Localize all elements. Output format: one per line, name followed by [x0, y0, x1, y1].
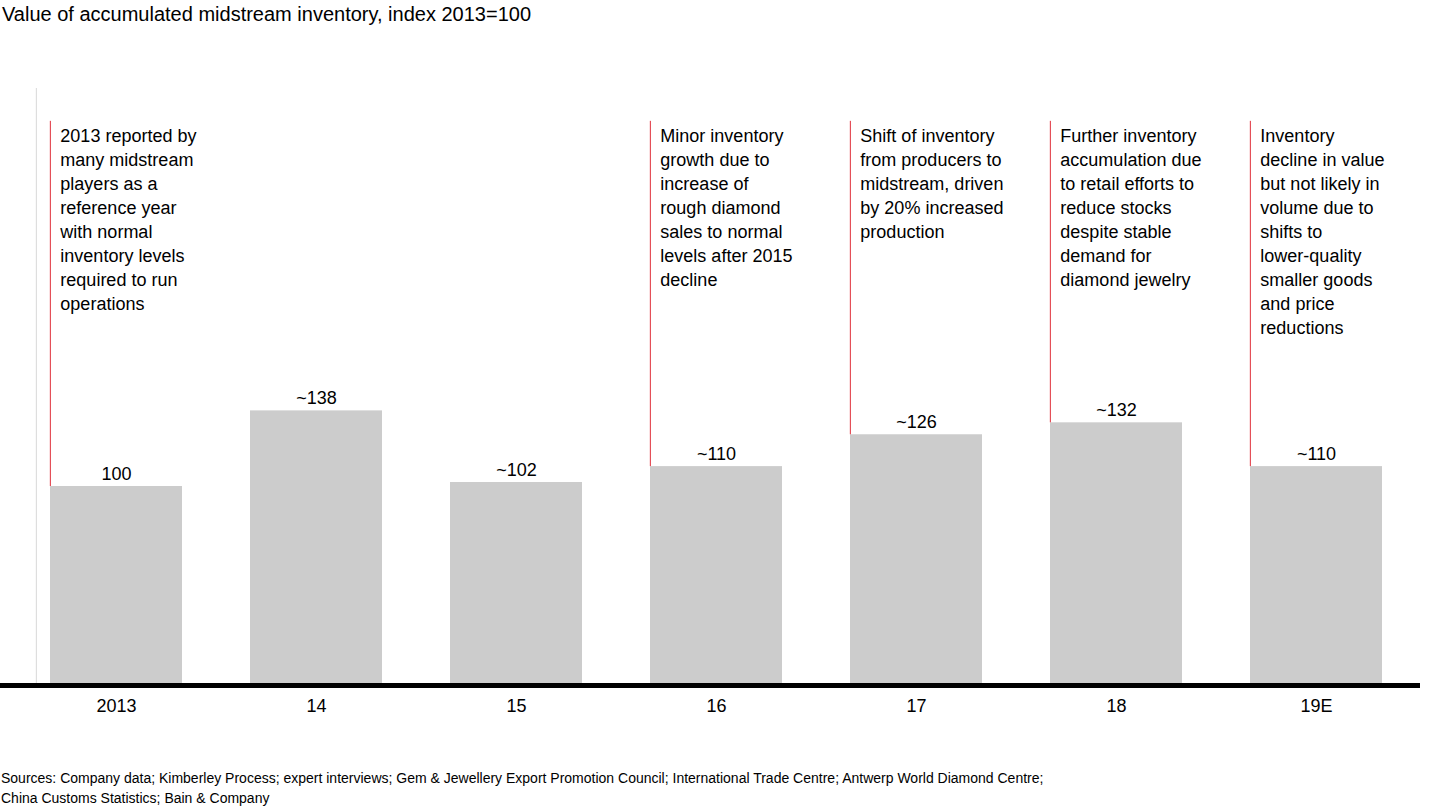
- svg-text:100: 100: [101, 464, 131, 484]
- svg-text:~102: ~102: [496, 460, 537, 480]
- svg-text:Inventorydecline in valuebut n: Inventorydecline in valuebut not likely …: [1260, 126, 1384, 338]
- svg-text:2013: 2013: [96, 696, 136, 716]
- svg-text:Shift of inventoryfrom produce: Shift of inventoryfrom producers tomidst…: [860, 126, 1003, 242]
- svg-text:Further inventoryaccumulation: Further inventoryaccumulation dueto reta…: [1060, 126, 1201, 290]
- html-text:Sources: Company data; Kimberl: Sources: Company data; Kimberley Process…: [1, 770, 1044, 786]
- svg-text:2013 reported bymany midstream: 2013 reported bymany midstreamplayers as…: [59, 126, 196, 314]
- svg-text:19E: 19E: [1300, 696, 1332, 716]
- svg-text:~126: ~126: [896, 412, 937, 432]
- svg-text:~138: ~138: [296, 388, 337, 408]
- svg-text:17: 17: [906, 696, 926, 716]
- svg-text:~132: ~132: [1096, 400, 1137, 420]
- svg-text:18: 18: [1106, 696, 1126, 716]
- svg-text:Minor inventorygrowth due toin: Minor inventorygrowth due toincrease ofr…: [660, 126, 792, 290]
- svg-text:15: 15: [506, 696, 526, 716]
- html-text:Value of accumulated midstream: Value of accumulated midstream inventory…: [2, 3, 531, 25]
- svg-text:14: 14: [306, 696, 326, 716]
- html-text:China Customs Statistics; Bain: China Customs Statistics; Bain & Company: [1, 790, 270, 806]
- svg-text:16: 16: [706, 696, 726, 716]
- svg-text:~110: ~110: [697, 444, 736, 464]
- svg-text:~110: ~110: [1297, 444, 1336, 464]
